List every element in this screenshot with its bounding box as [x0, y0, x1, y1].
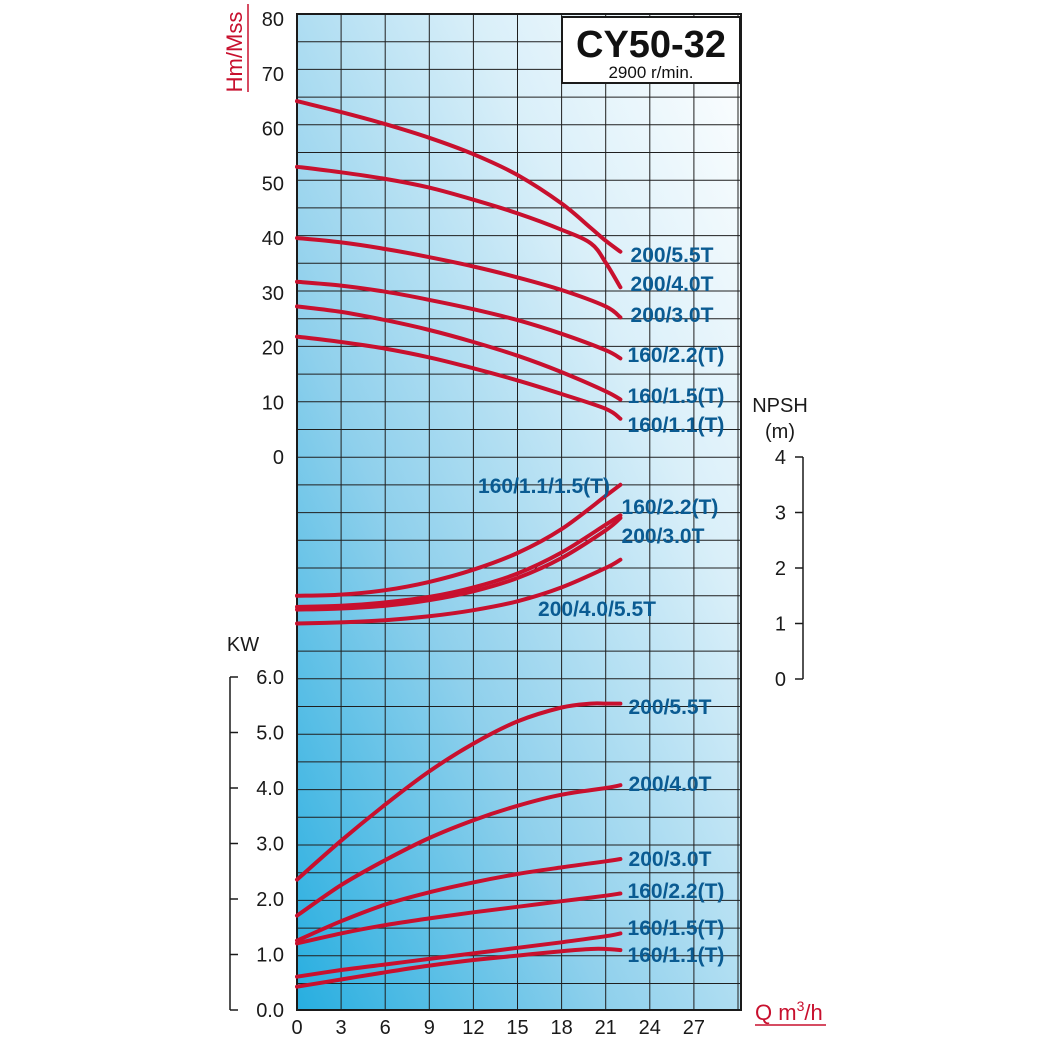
power-series-label: 200/3.0T — [629, 848, 712, 871]
npsh-curve — [295, 516, 623, 612]
plot-frame — [296, 13, 742, 1011]
x-tick-label: 9 — [424, 1017, 435, 1039]
x-tick-label: 18 — [550, 1017, 572, 1039]
x-tick-label: 3 — [336, 1017, 347, 1039]
power-series-label: 200/5.5T — [629, 696, 712, 719]
power-tick-label: 5.0 — [256, 723, 284, 745]
head-tick-label: 80 — [262, 9, 284, 31]
npsh-tick-label: 2 — [775, 558, 786, 580]
head-tick-label: 40 — [262, 228, 284, 250]
power-tick-label: 2.0 — [256, 889, 284, 911]
power-curve — [295, 931, 623, 979]
power-tick-label: 1.0 — [256, 945, 284, 967]
x-tick-label: 21 — [595, 1017, 617, 1039]
power-series-label: 160/1.1(T) — [628, 944, 725, 967]
head-curve — [295, 279, 623, 361]
x-tick-label: 27 — [683, 1017, 705, 1039]
head-curve — [295, 236, 623, 320]
power-curve — [295, 783, 623, 918]
power-curve — [295, 701, 623, 882]
npsh-curve — [295, 513, 623, 609]
npsh-tick-label: 4 — [775, 447, 786, 469]
power-series-label: 160/1.5(T) — [628, 917, 725, 940]
head-tick-label: 60 — [262, 119, 284, 141]
head-tick-label: 50 — [262, 173, 284, 195]
head-tick-label: 20 — [262, 338, 284, 360]
head-tick-label: 70 — [262, 64, 284, 86]
power-curve — [295, 857, 623, 943]
head-series-label: 200/4.0T — [631, 273, 714, 296]
head-series-label: 200/3.0T — [631, 304, 714, 327]
npsh-series-label: 200/3.0T — [622, 525, 705, 548]
x-axis-label: Q m3/h — [755, 998, 823, 1025]
head-series-label: 160/1.1(T) — [628, 414, 725, 437]
npsh-axis-unit: (m) — [765, 421, 795, 443]
x-tick-label: 12 — [462, 1017, 484, 1039]
series-labels: 200/5.5T 200/4.0T 200/3.0T 160/2.2(T) 160/1.… — [478, 244, 724, 967]
head-series-label: 160/2.2(T) — [628, 344, 725, 367]
power-tick-label: 3.0 — [256, 834, 284, 856]
x-tick-label: 6 — [380, 1017, 391, 1039]
power-tick-label: 6.0 — [256, 667, 284, 689]
x-tick-label: 15 — [506, 1017, 528, 1039]
head-curve — [295, 304, 623, 402]
head-curve — [295, 334, 623, 421]
title-box: CY50-32 2900 r/min. — [561, 16, 741, 84]
x-tick-label: 24 — [639, 1017, 661, 1039]
power-curve — [295, 946, 623, 989]
npsh-tick-label: 1 — [775, 614, 786, 636]
axes: 0 3 6 9 12 15 18 21 24 2701020304050607080012340.… — [229, 9, 804, 1039]
power-tick-label: 4.0 — [256, 778, 284, 800]
power-tick-label: 0.0 — [256, 1000, 284, 1022]
power-series-label: 200/4.0T — [629, 773, 712, 796]
head-series-label: 160/1.5(T) — [628, 385, 725, 408]
chart-title: CY50-32 — [576, 24, 726, 66]
head-curve — [295, 99, 623, 254]
power-curve — [295, 891, 623, 946]
head-tick-label: 0 — [273, 447, 284, 469]
head-tick-label: 10 — [262, 392, 284, 414]
npsh-series-label: 160/2.2(T) — [622, 496, 719, 519]
npsh-axis-label: NPSH — [752, 395, 808, 417]
power-series-label: 160/2.2(T) — [628, 880, 725, 903]
npsh-curve — [295, 557, 623, 626]
head-tick-label: 30 — [262, 283, 284, 305]
head-axis-label: Hm/Mss — [222, 12, 247, 93]
head-curve — [295, 164, 623, 290]
npsh-tick-label: 3 — [775, 503, 786, 525]
chart-subtitle: 2900 r/min. — [608, 63, 693, 82]
curves — [295, 99, 623, 989]
power-axis-label: KW — [227, 634, 259, 656]
npsh-tick-label: 0 — [775, 669, 786, 691]
npsh-curve — [295, 482, 623, 598]
npsh-series-label: 200/4.0/5.5T — [538, 598, 656, 621]
head-series-label: 200/5.5T — [631, 244, 714, 267]
npsh-series-label: 160/1.1/1.5(T) — [478, 475, 610, 498]
x-tick-label: 0 — [291, 1017, 302, 1039]
